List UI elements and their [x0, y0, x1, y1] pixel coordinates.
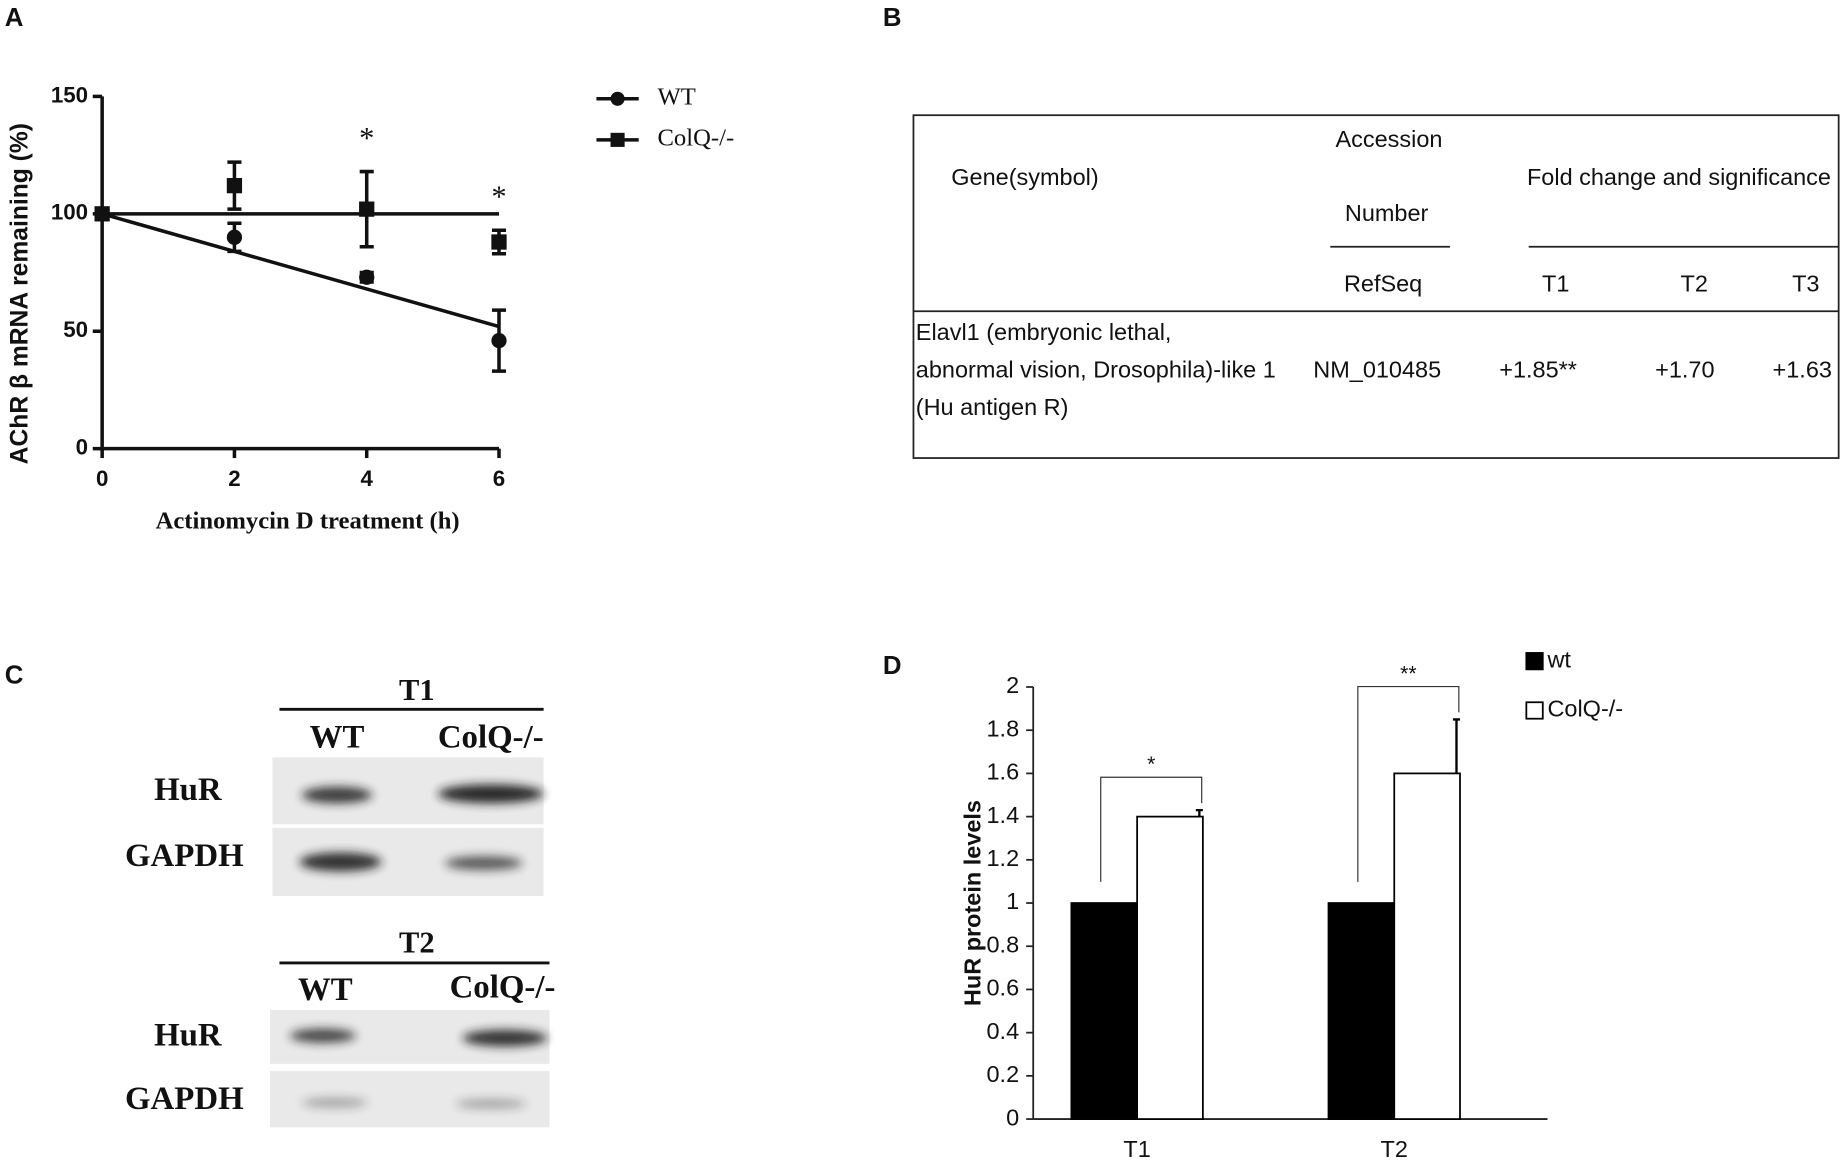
- y-tick-label: 1: [1006, 888, 1019, 914]
- table-cell: +1.63: [1773, 356, 1832, 382]
- y-tick-label: 0.8: [987, 931, 1020, 957]
- lane-label: ColQ-/-: [438, 719, 544, 755]
- marker: [491, 333, 507, 349]
- panel-label: C: [5, 661, 24, 689]
- x-axis-label: Actinomycin D treatment (h): [156, 507, 460, 534]
- marker: [226, 178, 243, 194]
- bar: [1070, 902, 1139, 1120]
- significance-bracket: [1357, 685, 1460, 882]
- panel-label: D: [883, 652, 902, 680]
- row-label: GAPDH: [125, 1081, 244, 1117]
- band: [455, 1099, 526, 1109]
- table-cell: (Hu antigen R): [916, 394, 1069, 420]
- y-tick-label: 1.8: [987, 715, 1020, 741]
- lane-label: ColQ-/-: [450, 969, 556, 1005]
- y-tick-label: 0.6: [987, 975, 1020, 1001]
- y-tick-label: 1.2: [987, 845, 1020, 871]
- blot: T1 WT ColQ-/- HuR GAPDH: [125, 673, 544, 896]
- band: [444, 856, 523, 871]
- legend-label: ColQ-/-: [1547, 696, 1623, 722]
- blot-title: T2: [399, 925, 435, 959]
- marker: [94, 206, 110, 222]
- table-cell: Number: [1345, 200, 1429, 226]
- panel-label: A: [5, 4, 24, 32]
- band: [301, 1097, 368, 1108]
- blot: T2 WT ColQ-/- HuR GAPDH: [125, 925, 556, 1128]
- table-cell: +1.85**: [1499, 356, 1577, 382]
- fit-line: [101, 212, 500, 329]
- row-label: HuR: [154, 1018, 223, 1054]
- x-tick-label: 6: [493, 466, 505, 491]
- band: [301, 786, 373, 804]
- panel-label: B: [883, 4, 902, 32]
- marker: [491, 234, 507, 250]
- legend-label: wt: [1546, 646, 1571, 672]
- line-chart: 0 50 100 150 0 2 4 6 Actinomycin D treatment (h)…: [7, 82, 735, 534]
- y-tick-label: 0: [1006, 1104, 1019, 1130]
- annotation: *: [359, 121, 374, 155]
- y-tick-label: 0.4: [987, 1018, 1020, 1044]
- bar: [1136, 815, 1204, 1120]
- bar-chart: 0 0.2 0.4 0.6 0.8 1 1.2 1.4 1.6 1.8 2 HuR protein l…: [960, 646, 1623, 1162]
- legend-swatch: [1525, 652, 1544, 671]
- table-cell: T3: [1792, 271, 1819, 297]
- y-tick-label: 50: [63, 317, 88, 342]
- y-axis-label: AChR β mRNA remaining (%): [7, 123, 34, 464]
- x-tick-label: 2: [228, 466, 240, 491]
- table-border: [912, 114, 1840, 459]
- table-cell: abnormal vision, Drosophila)-like 1: [916, 356, 1276, 382]
- row-label: HuR: [154, 772, 223, 808]
- x-tick-label: T2: [1381, 1136, 1408, 1162]
- marker: [359, 269, 375, 285]
- bar: [1393, 772, 1461, 1120]
- legend-marker: [610, 132, 625, 147]
- table-cell: NM_010485: [1313, 356, 1441, 382]
- x-tick-label: 4: [361, 466, 374, 491]
- band: [462, 1029, 548, 1047]
- y-tick-label: 0: [76, 435, 88, 460]
- x-tick-label: 0: [96, 466, 108, 491]
- y-tick-label: 1.4: [987, 802, 1020, 828]
- table-cell: Fold change and significance: [1527, 164, 1831, 190]
- band: [437, 784, 544, 804]
- bar: [1327, 902, 1396, 1120]
- marker: [359, 201, 375, 217]
- table-cell: Gene(symbol): [951, 164, 1098, 190]
- lane-label: WT: [298, 972, 353, 1008]
- y-tick-label: 1.6: [987, 759, 1020, 785]
- table-cell: T1: [1542, 271, 1569, 297]
- significance-bracket: [1100, 776, 1203, 882]
- lane-label: WT: [310, 719, 365, 755]
- legend-swatch: [1525, 701, 1544, 720]
- y-tick-label: 100: [51, 200, 88, 225]
- marker: [226, 229, 243, 245]
- legend-label: ColQ-/-: [657, 125, 734, 152]
- legend-label: WT: [657, 83, 695, 110]
- table-cell: RefSeq: [1344, 271, 1422, 297]
- x-tick-label: T1: [1123, 1136, 1150, 1162]
- legend-marker: [610, 91, 625, 106]
- significance-label: *: [1147, 753, 1155, 776]
- y-tick-label: 0.2: [987, 1061, 1020, 1087]
- y-axis-label: HuR protein levels: [960, 800, 986, 1006]
- row-label: GAPDH: [125, 838, 244, 874]
- band: [299, 852, 382, 872]
- table-cell: Elavl1 (embryonic lethal,: [916, 319, 1172, 345]
- error-bar: [1452, 718, 1461, 774]
- error-bar: [1195, 808, 1203, 817]
- y-tick-label: 150: [51, 82, 88, 107]
- significance-label: **: [1400, 662, 1416, 685]
- blot-membrane: [270, 1070, 550, 1128]
- table-cell: T2: [1681, 271, 1708, 297]
- annotation: *: [491, 180, 506, 214]
- table-cell: +1.70: [1655, 356, 1714, 382]
- y-tick-label: 2: [1006, 672, 1019, 698]
- band: [290, 1028, 356, 1043]
- table: Gene(symbol) Accession Number RefSeq Fold ch…: [912, 114, 1840, 459]
- blot-title: T1: [399, 673, 435, 707]
- table-cell: Accession: [1335, 126, 1442, 152]
